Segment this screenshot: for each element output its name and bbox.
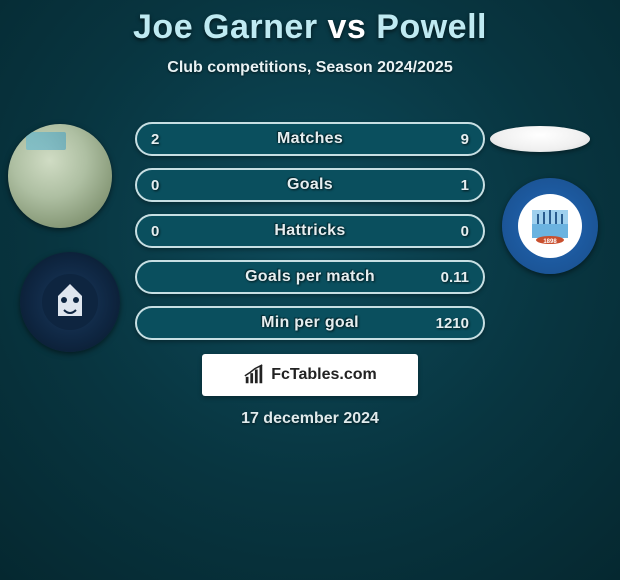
vs-text: vs — [328, 8, 367, 46]
stat-label: Goals per match — [245, 268, 375, 286]
stat-label: Matches — [277, 130, 343, 148]
player1-club-badge — [20, 252, 120, 352]
comparison-title: Joe Garner vs Powell — [0, 0, 620, 47]
stat-right-value: 1210 — [436, 315, 469, 332]
date-text: 17 december 2024 — [0, 410, 620, 428]
stat-left-value: 0 — [151, 177, 159, 194]
owl-crest-icon — [40, 272, 100, 332]
stat-row-goals: 0 Goals 1 — [135, 168, 485, 202]
stat-right-value: 9 — [461, 131, 469, 148]
player1-name: Joe Garner — [133, 8, 318, 46]
player1-photo — [8, 124, 112, 228]
stat-row-hattricks: 0 Hattricks 0 — [135, 214, 485, 248]
chart-icon — [243, 364, 265, 386]
stat-left-value: 2 — [151, 131, 159, 148]
stat-row-goals-per-match: Goals per match 0.11 — [135, 260, 485, 294]
stat-label: Hattricks — [274, 222, 345, 240]
stat-row-matches: 2 Matches 9 — [135, 122, 485, 156]
stat-row-min-per-goal: Min per goal 1210 — [135, 306, 485, 340]
subtitle: Club competitions, Season 2024/2025 — [0, 59, 620, 77]
footer-brand-box: FcTables.com — [202, 354, 418, 396]
player2-club-badge: 1898 — [502, 178, 598, 274]
player2-name: Powell — [376, 8, 487, 46]
svg-text:1898: 1898 — [543, 239, 557, 245]
stat-right-value: 0.11 — [441, 269, 469, 286]
stat-right-value: 1 — [461, 177, 469, 194]
stat-left-value: 0 — [151, 223, 159, 240]
stat-right-value: 0 — [461, 223, 469, 240]
stat-label: Goals — [287, 176, 333, 194]
stat-rows: 2 Matches 9 0 Goals 1 0 Hattricks 0 Goal… — [135, 122, 485, 352]
stat-label: Min per goal — [261, 314, 359, 332]
braintree-crest-icon: 1898 — [528, 204, 572, 248]
player2-photo — [490, 126, 590, 152]
footer-brand-text: FcTables.com — [271, 366, 377, 384]
